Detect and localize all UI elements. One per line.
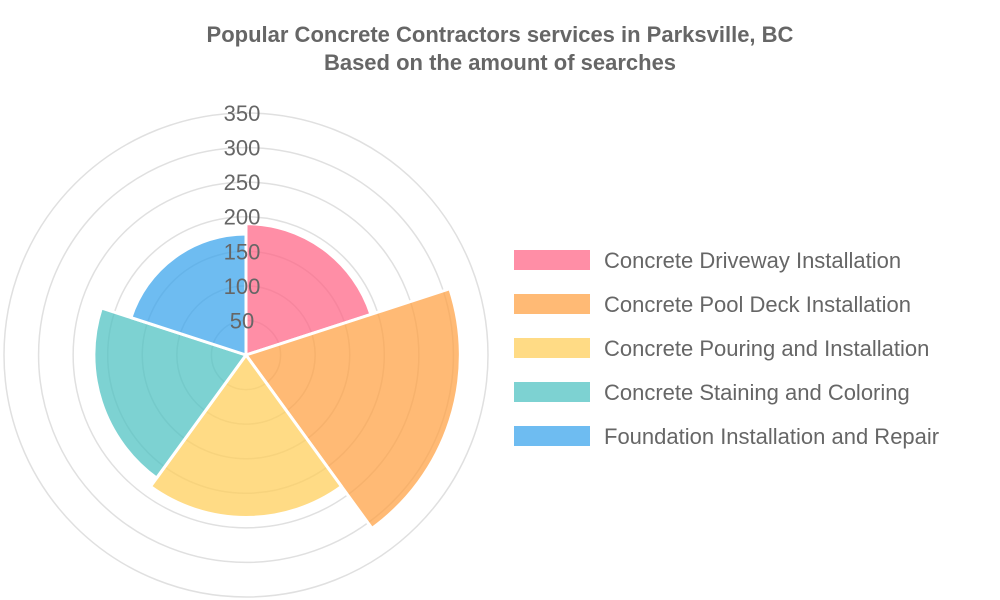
tick-label-200: 200 [224, 205, 261, 230]
tick-label-300: 300 [224, 136, 261, 161]
slice-4[interactable] [92, 306, 248, 480]
tick-label-150: 150 [224, 239, 261, 264]
legend-label-3[interactable]: Concrete Pouring and Installation [604, 336, 929, 361]
legend-swatch-5 [514, 426, 590, 446]
legend: Concrete Driveway Installation Concrete P… [514, 248, 939, 449]
chart-subtitle: Based on the amount of searches [324, 50, 676, 75]
legend-label-4[interactable]: Concrete Staining and Coloring [604, 380, 910, 405]
legend-swatch-1 [514, 250, 590, 270]
slice-1[interactable] [244, 222, 373, 357]
radial-ticks: 50 100 150 200 250 300 350 [224, 101, 261, 333]
tick-label-350: 350 [224, 101, 261, 126]
tick-label-250: 250 [224, 170, 261, 195]
slice-5[interactable] [129, 232, 248, 357]
chart-title: Popular Concrete Contractors services in… [207, 22, 794, 47]
tick-label-100: 100 [224, 274, 261, 299]
slice-2[interactable] [244, 287, 462, 530]
legend-swatch-3 [514, 338, 590, 358]
legend-label-1[interactable]: Concrete Driveway Installation [604, 248, 901, 273]
legend-swatch-2 [514, 294, 590, 314]
legend-label-5[interactable]: Foundation Installation and Repair [604, 424, 939, 449]
legend-swatch-4 [514, 382, 590, 402]
slice-3[interactable] [148, 353, 344, 519]
legend-label-2[interactable]: Concrete Pool Deck Installation [604, 292, 911, 317]
tick-label-50: 50 [230, 308, 254, 333]
grid-ring-350 [3, 112, 489, 598]
slices [92, 222, 462, 530]
